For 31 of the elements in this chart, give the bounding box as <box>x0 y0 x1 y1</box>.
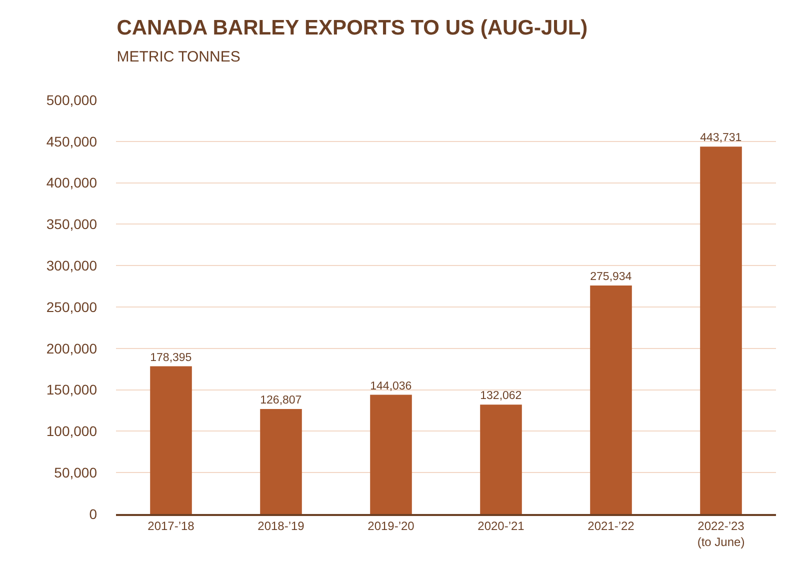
chart-subtitle: METRIC TONNES <box>116 48 240 66</box>
data-label: 126,807 <box>260 394 302 407</box>
bar <box>590 286 632 514</box>
y-tick-label: 50,000 <box>54 464 98 480</box>
data-label: 132,062 <box>480 390 522 402</box>
data-label: 144,036 <box>370 380 412 392</box>
bar <box>480 404 522 514</box>
y-tick-label: 300,000 <box>46 258 98 274</box>
bar <box>260 409 302 514</box>
x-tick-label: 2021-’22 <box>588 519 635 534</box>
data-label: 178,395 <box>150 352 192 364</box>
x-tick-label: 2019-’20 <box>368 519 415 534</box>
x-tick-label: 2018-’19 <box>258 519 305 534</box>
chart-title: CANADA BARLEY EXPORTS TO US (AUG-JUL) <box>116 16 588 40</box>
y-tick-label: 0 <box>89 506 98 522</box>
x-tick-label: 2017-’18 <box>148 519 195 534</box>
y-tick-label: 450,000 <box>46 133 98 150</box>
y-tick-label: 150,000 <box>46 382 98 398</box>
bar <box>150 366 192 514</box>
x-tick-label: 2022-’23 (to June) <box>697 519 745 549</box>
bar <box>370 394 412 514</box>
y-tick-label: 400,000 <box>46 174 98 191</box>
x-tick-label: 2020-’21 <box>478 519 525 534</box>
y-tick-label: 200,000 <box>46 340 98 356</box>
y-tick-label: 350,000 <box>46 216 98 232</box>
y-tick-label: 500,000 <box>46 92 98 108</box>
y-tick-label: 100,000 <box>46 423 98 440</box>
data-label: 275,934 <box>590 271 632 284</box>
bar <box>700 146 742 514</box>
y-tick-label: 250,000 <box>46 298 98 315</box>
data-label: 443,731 <box>700 132 742 144</box>
